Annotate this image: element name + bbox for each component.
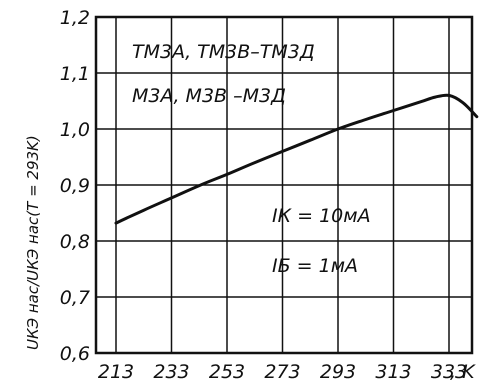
base-current-annotation: IБ = 1мА [272, 255, 358, 277]
y-tick-label: 0,6 [60, 343, 90, 365]
y-tick-label: 1,0 [60, 119, 90, 141]
x-axis-label: , K [450, 361, 476, 383]
y-axis-label: UКЭ нас/UКЭ нас(T = 293K) [24, 135, 42, 350]
x-tick-label: 313 [375, 361, 411, 383]
x-tick-label: 253 [209, 361, 245, 383]
x-tick-label: 213 [98, 361, 134, 383]
y-tick-label: 0,7 [60, 287, 90, 309]
x-tick-labels: 213 233 253 273 293 313 333, K [98, 361, 476, 383]
data-series-line [114, 93, 479, 225]
grid-lines [96, 17, 472, 353]
y-tick-label: 0,9 [60, 175, 90, 197]
device-annotation-2: М3А, М3В –М3Д [132, 85, 286, 107]
y-tick-labels: 0,6 0,7 0,8 0,9 1,0 1,1 1,2 [60, 7, 90, 365]
x-tick-label: 333 [431, 361, 467, 383]
x-tick-label: 273 [264, 361, 300, 383]
x-tick-label: 233 [153, 361, 189, 383]
device-annotation-1: ТМ3А, ТМ3В–ТМ3Д [132, 41, 315, 63]
y-tick-label: 0,8 [60, 231, 90, 253]
x-tick-label: 293 [320, 361, 356, 383]
y-tick-label: 1,1 [60, 63, 90, 85]
plot-frame [94, 15, 474, 355]
collector-current-annotation: IК = 10мА [272, 205, 371, 227]
y-tick-label: 1,2 [60, 7, 90, 29]
